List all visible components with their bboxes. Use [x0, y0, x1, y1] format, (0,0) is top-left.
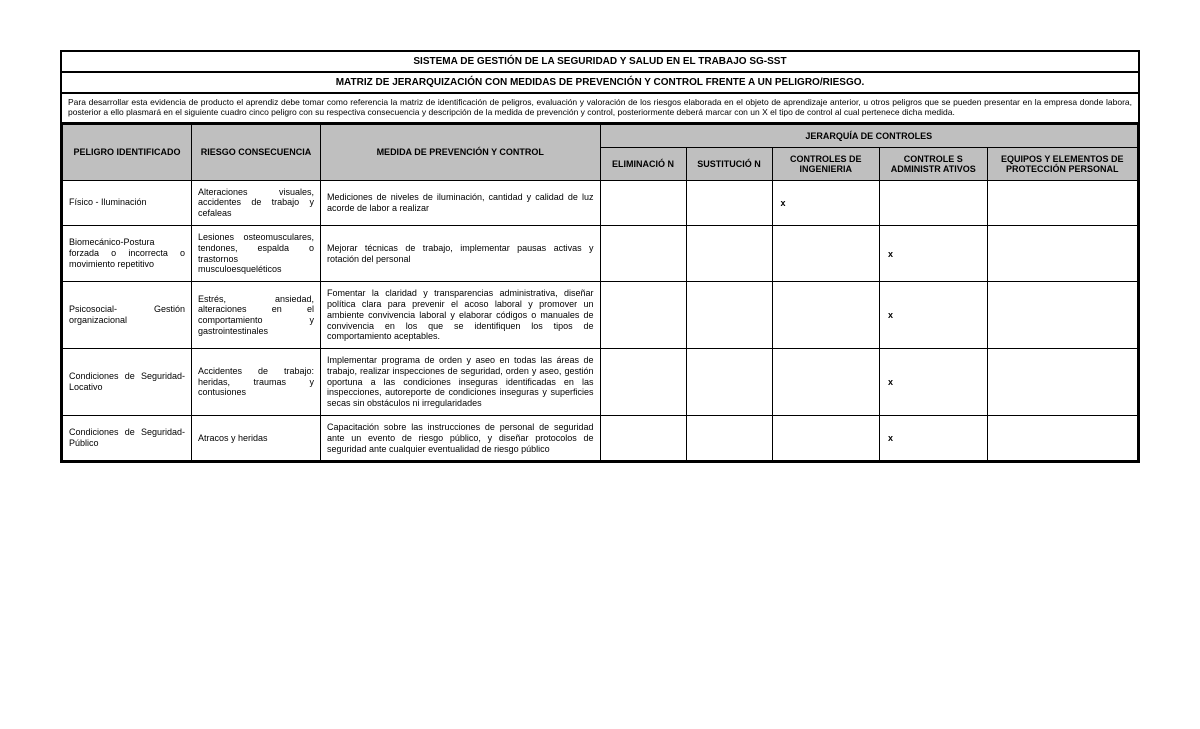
title-main: SISTEMA DE GESTIÓN DE LA SEGURIDAD Y SAL… — [62, 52, 1138, 73]
cell-eliminacion — [600, 349, 686, 416]
cell-admin: x — [880, 416, 988, 461]
cell-medida: Implementar programa de orden y aseo en … — [321, 349, 601, 416]
cell-eliminacion — [600, 282, 686, 349]
cell-sustitucion — [686, 225, 772, 281]
cell-ingenieria — [772, 349, 880, 416]
table-row: Biomecánico-Postura forzada o incorrecta… — [63, 225, 1138, 281]
cell-riesgo: Lesiones osteomusculares, tendones, espa… — [192, 225, 321, 281]
cell-sustitucion — [686, 416, 772, 461]
cell-medida: Capacitación sobre las instrucciones de … — [321, 416, 601, 461]
cell-medida: Mejorar técnicas de trabajo, implementar… — [321, 225, 601, 281]
col-peligro: PELIGRO IDENTIFICADO — [63, 124, 192, 180]
table-row: Psicosocial- Gestión organizacionalEstré… — [63, 282, 1138, 349]
col-admin: CONTROLE S ADMINISTR ATIVOS — [880, 147, 988, 180]
cell-sustitucion — [686, 282, 772, 349]
cell-riesgo: Alteraciones visuales, accidentes de tra… — [192, 180, 321, 225]
cell-epp — [987, 282, 1138, 349]
cell-admin: x — [880, 282, 988, 349]
cell-peligro: Condiciones de Seguridad- Público — [63, 416, 192, 461]
cell-admin: x — [880, 349, 988, 416]
cell-ingenieria: x — [772, 180, 880, 225]
description: Para desarrollar esta evidencia de produ… — [62, 94, 1138, 124]
cell-epp — [987, 180, 1138, 225]
document-frame: SISTEMA DE GESTIÓN DE LA SEGURIDAD Y SAL… — [60, 50, 1140, 463]
cell-peligro: Psicosocial- Gestión organizacional — [63, 282, 192, 349]
table-row: Físico - IluminaciónAlteraciones visuale… — [63, 180, 1138, 225]
cell-medida: Mediciones de niveles de iluminación, ca… — [321, 180, 601, 225]
cell-riesgo: Estrés, ansiedad, alteraciones en el com… — [192, 282, 321, 349]
cell-eliminacion — [600, 416, 686, 461]
cell-riesgo: Accidentes de trabajo: heridas, traumas … — [192, 349, 321, 416]
cell-peligro: Físico - Iluminación — [63, 180, 192, 225]
cell-sustitucion — [686, 349, 772, 416]
matrix-table: PELIGRO IDENTIFICADO RIESGO CONSECUENCIA… — [62, 124, 1138, 462]
col-eliminacion: ELIMINACIÓ N — [600, 147, 686, 180]
cell-eliminacion — [600, 225, 686, 281]
cell-admin: x — [880, 225, 988, 281]
table-row: Condiciones de Seguridad- LocativoAccide… — [63, 349, 1138, 416]
col-ingenieria: CONTROLES DE INGENIERIA — [772, 147, 880, 180]
cell-eliminacion — [600, 180, 686, 225]
col-jerarquia: JERARQUÍA DE CONTROLES — [600, 124, 1138, 147]
cell-sustitucion — [686, 180, 772, 225]
cell-epp — [987, 349, 1138, 416]
cell-ingenieria — [772, 282, 880, 349]
cell-epp — [987, 225, 1138, 281]
cell-epp — [987, 416, 1138, 461]
cell-ingenieria — [772, 416, 880, 461]
cell-admin — [880, 180, 988, 225]
col-epp: EQUIPOS Y ELEMENTOS DE PROTECCIÓN PERSON… — [987, 147, 1138, 180]
title-sub: MATRIZ DE JERARQUIZACIÓN CON MEDIDAS DE … — [62, 73, 1138, 94]
table-body: Físico - IluminaciónAlteraciones visuale… — [63, 180, 1138, 461]
cell-peligro: Condiciones de Seguridad- Locativo — [63, 349, 192, 416]
col-sustitucion: SUSTITUCIÓ N — [686, 147, 772, 180]
cell-medida: Fomentar la claridad y transparencias ad… — [321, 282, 601, 349]
table-row: Condiciones de Seguridad- PúblicoAtracos… — [63, 416, 1138, 461]
cell-peligro: Biomecánico-Postura forzada o incorrecta… — [63, 225, 192, 281]
col-medida: MEDIDA DE PREVENCIÓN Y CONTROL — [321, 124, 601, 180]
cell-ingenieria — [772, 225, 880, 281]
col-riesgo: RIESGO CONSECUENCIA — [192, 124, 321, 180]
cell-riesgo: Atracos y heridas — [192, 416, 321, 461]
